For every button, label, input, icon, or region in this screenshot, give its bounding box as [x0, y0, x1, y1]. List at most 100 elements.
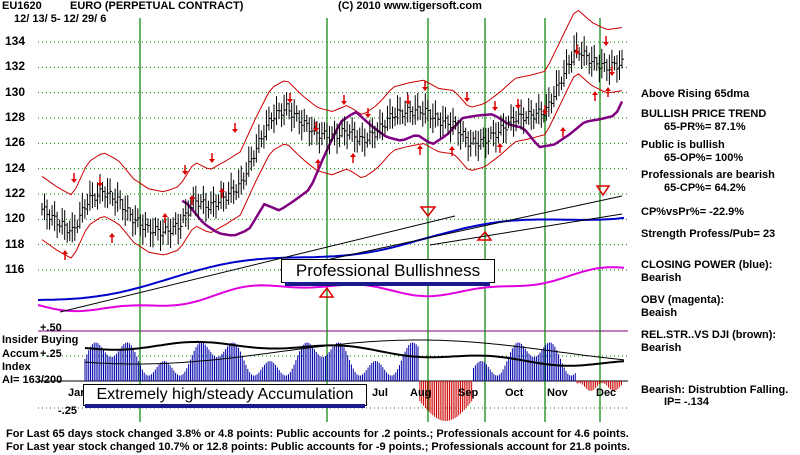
buy-arrow-head [350, 153, 356, 157]
y-tick-label: 116 [5, 262, 25, 276]
indicator-plus50: +.50 [40, 322, 62, 334]
buy-arrow-head [315, 159, 321, 163]
upper-band [41, 9, 623, 196]
side-line-16: Bearish: Distrubtion Falling. [641, 384, 789, 396]
y-tick-label: 118 [5, 236, 25, 251]
side-line-7: 65-CP%= 64.2% [664, 182, 746, 194]
buy-arrow-head [189, 195, 195, 199]
y-tick-label: 124 [5, 160, 26, 175]
side-line-3: 65-PR%= 87.1% [664, 121, 746, 133]
professional-bullishness-underline [285, 282, 490, 286]
sell-marker [595, 185, 611, 197]
side-line-8: CP%vsPr%= -22.9% [641, 206, 745, 218]
buy-arrow-head [592, 91, 598, 95]
trendline [279, 195, 623, 271]
sell-arrow-head [313, 128, 319, 132]
obv-line [37, 266, 625, 313]
professional-bullishness-label: Professional Bullishness [281, 259, 495, 283]
month-label: Aug [410, 387, 432, 399]
buy-arrow-head [219, 188, 225, 192]
sell-arrow-head [492, 107, 498, 111]
accum-label: Accum [2, 348, 39, 360]
side-line-10: CLOSING POWER (blue): [641, 259, 773, 271]
side-line-4: Public is bullish [641, 139, 725, 151]
accumulation-histogram [84, 339, 625, 421]
sell-arrow-head [287, 99, 293, 103]
sell-arrow-head [365, 114, 371, 118]
trendline [429, 213, 623, 246]
buy-sell-arrows [62, 36, 615, 298]
side-line-9: Strength Profess/Pub= 23 [641, 228, 776, 240]
closing-power-line [37, 216, 625, 301]
side-line-12: OBV (magenta): [641, 294, 725, 306]
buy-arrow-head [605, 87, 611, 91]
instrument-name: EURO (PERPETUAL CONTRACT) [70, 0, 244, 12]
relative-strength-line [84, 340, 625, 367]
date-range: 12/ 13/ 5- 12/ 29/ 6 [14, 13, 107, 25]
side-line-13: Beaish [641, 307, 678, 319]
buy-arrow-head [560, 127, 566, 131]
side-line-5: 65-OP%= 100% [664, 152, 744, 164]
month-label: Jul [372, 387, 388, 399]
sell-arrow-head [603, 42, 609, 46]
month-label: Oct [505, 387, 524, 399]
side-line-1: Above Rising 65dma [641, 88, 750, 100]
buy-arrow-head [417, 145, 423, 149]
side-line-14: REL.STR..VS DJI (brown): [641, 329, 777, 341]
y-tick-label: 134 [5, 34, 26, 48]
buy-arrow-head [62, 250, 68, 254]
side-line-6: Professionals are bearish [641, 169, 775, 181]
month-label: Dec [596, 387, 617, 399]
sell-arrow-head [405, 101, 411, 105]
accumulation-underline [85, 404, 365, 408]
side-line-17: IP= -.134 [664, 396, 709, 408]
lower-band [41, 73, 623, 259]
sell-arrow-head [209, 159, 215, 163]
symbol-label: EU1620 [2, 0, 42, 12]
footer-line-2: For Last year stock changed 10.7% or 12.… [6, 441, 631, 453]
sell-arrow-head [97, 183, 103, 187]
month-label: Jan [68, 387, 87, 399]
sell-arrow-head [515, 105, 521, 109]
footer-line-1: For Last 65 days stock changed 3.8% or 4… [6, 428, 629, 440]
sell-arrow-head [422, 87, 428, 91]
sell-arrow-head [341, 101, 347, 105]
price-bands [41, 9, 624, 259]
lower-indicator-lines [37, 195, 625, 313]
sell-marker [419, 206, 437, 218]
side-line-11: Bearish [641, 272, 682, 284]
sell-arrow-head [464, 98, 470, 102]
indicator-minus25: -.25 [58, 405, 77, 417]
buy-arrow-head [449, 146, 455, 150]
indicator-plus25: +.25 [40, 348, 62, 360]
ai-value: AI= 163/200 [2, 374, 63, 386]
index-label: Index [2, 361, 31, 373]
copyright-label: (C) 2010 www.tigersoft.com [338, 0, 482, 12]
month-label: Nov [547, 387, 568, 399]
y-tick-label: 122 [5, 186, 26, 200]
accum-average-line [84, 339, 625, 365]
side-line-2: BULLISH PRICE TREND [641, 108, 767, 120]
sell-arrow-head [574, 51, 580, 55]
buy-arrow-head [497, 143, 503, 147]
buy-arrow-head [162, 213, 168, 217]
sell-arrow-head [609, 72, 615, 76]
buy-arrow-head [109, 233, 115, 237]
price-bars [41, 32, 624, 251]
insider-buying-label: Insider Buying [2, 334, 79, 346]
y-tick-label: 130 [5, 84, 26, 99]
buy-marker [318, 286, 335, 298]
sell-arrow-head [182, 171, 188, 175]
y-tick-label: 128 [5, 110, 26, 124]
side-line-15: Bearish [641, 342, 682, 354]
month-label: Sep [458, 387, 479, 399]
y-tick-label: 132 [5, 59, 26, 74]
moving-average-65dma [181, 100, 624, 237]
y-tick-label: 120 [5, 211, 26, 226]
sell-arrow-head [232, 129, 238, 133]
y-tick-label: 126 [5, 135, 26, 150]
accumulation-label: Extremely high/steady Accumulation [83, 384, 367, 406]
trendline [59, 215, 456, 313]
sell-arrow-head [542, 111, 548, 115]
